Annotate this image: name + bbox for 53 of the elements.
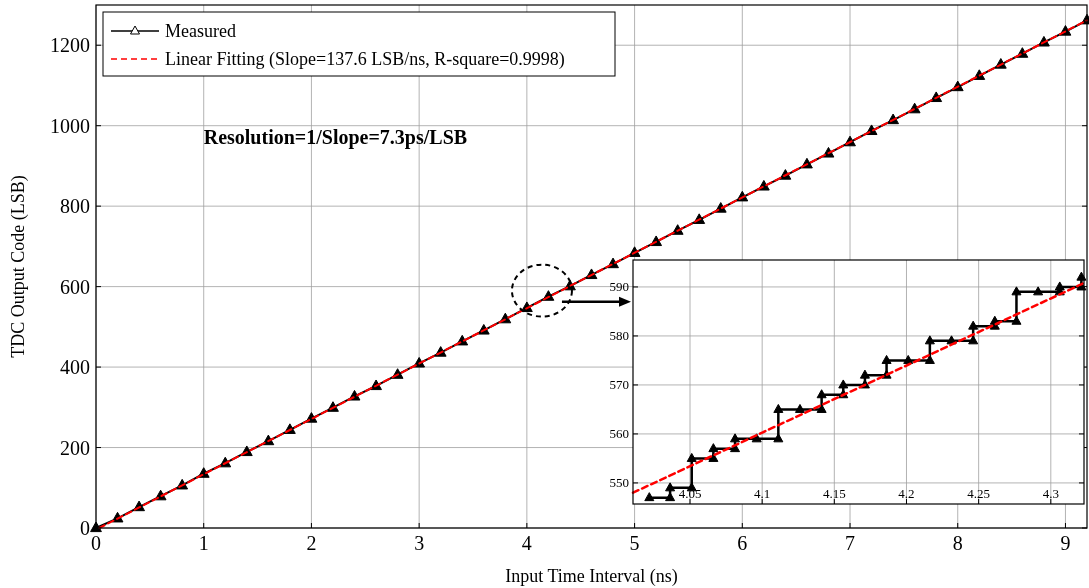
point	[1033, 286, 1044, 296]
x-tick-label: 4.25	[967, 486, 991, 501]
point	[903, 354, 914, 364]
y-tick-label: 1200	[50, 34, 90, 57]
x-tick-label: 4.15	[822, 486, 846, 501]
point	[1011, 286, 1022, 296]
point	[968, 320, 979, 330]
point	[1011, 315, 1022, 325]
x-axis-title: Input Time Interval (ns)	[505, 566, 678, 587]
x-tick-label: 4	[521, 532, 532, 554]
point	[644, 492, 655, 502]
y-tick-label: 800	[60, 195, 90, 218]
point	[924, 335, 935, 345]
x-tick-label: 3	[414, 532, 425, 554]
y-tick-label: 560	[609, 426, 629, 442]
x-tick-label: 1	[198, 532, 209, 554]
x-tick-label: 6	[737, 532, 748, 554]
x-tick-label: 8	[952, 532, 963, 554]
y-tick-label: 590	[609, 279, 629, 295]
y-tick-label: 200	[60, 436, 90, 459]
x-tick-label: 2	[306, 532, 317, 554]
x-tick-label: 9	[1060, 532, 1071, 554]
point	[838, 379, 849, 389]
y-tick-label: 0	[80, 517, 90, 539]
x-tick-label: 5	[629, 532, 640, 554]
x-tick-label: 4.3	[1042, 486, 1059, 501]
y-axis-title: TDC Output Code (LSB)	[8, 175, 29, 358]
point	[708, 443, 719, 453]
x-tick-label: 7	[845, 532, 856, 554]
point	[686, 452, 697, 462]
point	[816, 389, 827, 399]
point	[773, 403, 784, 413]
point	[1054, 281, 1065, 291]
legend-label: Measured	[165, 21, 236, 41]
y-tick-label: 550	[609, 475, 629, 491]
point	[859, 369, 870, 379]
x-tick-label: 4.05	[678, 486, 702, 501]
point	[665, 482, 676, 492]
y-tick-label: 570	[609, 377, 629, 393]
point	[665, 492, 676, 502]
point	[881, 354, 892, 364]
annotation: Resolution=1/Slope=7.3ps/LSB	[203, 125, 468, 149]
point	[794, 403, 805, 413]
point	[730, 433, 741, 443]
point	[1076, 271, 1087, 281]
y-tick-label: 1000	[50, 114, 90, 137]
y-tick-label: 400	[60, 356, 90, 379]
x-tick-label: 4.1	[754, 486, 771, 501]
legend-label: Linear Fitting (Slope=137.6 LSB/ns, R-square=0.9998)	[165, 49, 565, 70]
point	[773, 433, 784, 443]
x-tick-label: 4.2	[898, 486, 915, 501]
y-tick-label: 580	[609, 328, 629, 344]
y-tick-label: 600	[60, 275, 90, 298]
